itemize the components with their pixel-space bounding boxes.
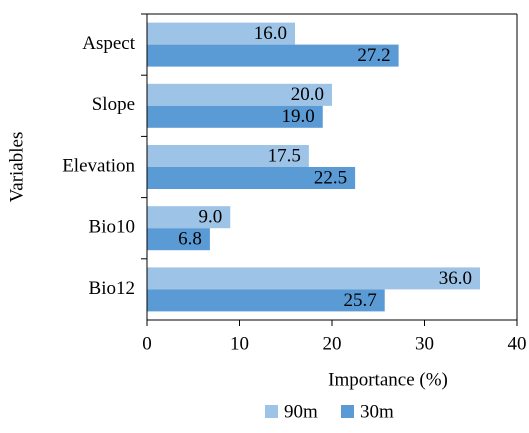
y-tick-label: Aspect — [82, 33, 135, 54]
bar — [147, 22, 295, 45]
data-label: 22.5 — [314, 167, 347, 188]
bar — [147, 145, 309, 167]
y-tick-label: Elevation — [62, 155, 135, 176]
bar — [147, 83, 332, 106]
data-label: 16.0 — [254, 23, 287, 44]
data-label: 27.2 — [357, 45, 390, 66]
data-label: 6.8 — [178, 229, 202, 250]
legend-label: 90m — [284, 401, 318, 422]
x-tick-label: 10 — [230, 333, 249, 354]
bar — [147, 167, 356, 189]
y-tick-label: Bio12 — [89, 278, 135, 299]
x-axis-label: Importance (%) — [328, 369, 448, 390]
y-tick-label: Slope — [92, 94, 135, 115]
x-tick-label: 30 — [415, 333, 434, 354]
bar — [147, 267, 480, 290]
x-tick-label: 0 — [142, 333, 152, 354]
y-axis-label: Variables — [6, 132, 27, 203]
legend-swatch — [341, 405, 354, 418]
data-label: 19.0 — [282, 106, 315, 127]
x-tick-label: 40 — [508, 333, 527, 354]
data-label: 20.0 — [291, 84, 324, 105]
bar — [147, 105, 323, 128]
legend-swatch — [265, 405, 278, 418]
data-label: 9.0 — [199, 207, 223, 228]
data-label: 17.5 — [268, 145, 301, 166]
bar — [147, 289, 385, 312]
bar — [147, 206, 231, 229]
y-tick-label: Bio10 — [89, 217, 135, 238]
legend-label: 30m — [360, 401, 394, 422]
bar — [147, 44, 399, 67]
x-tick-label: 20 — [323, 333, 342, 354]
bar — [147, 228, 210, 251]
data-label: 36.0 — [439, 268, 472, 289]
data-label: 25.7 — [343, 290, 376, 311]
